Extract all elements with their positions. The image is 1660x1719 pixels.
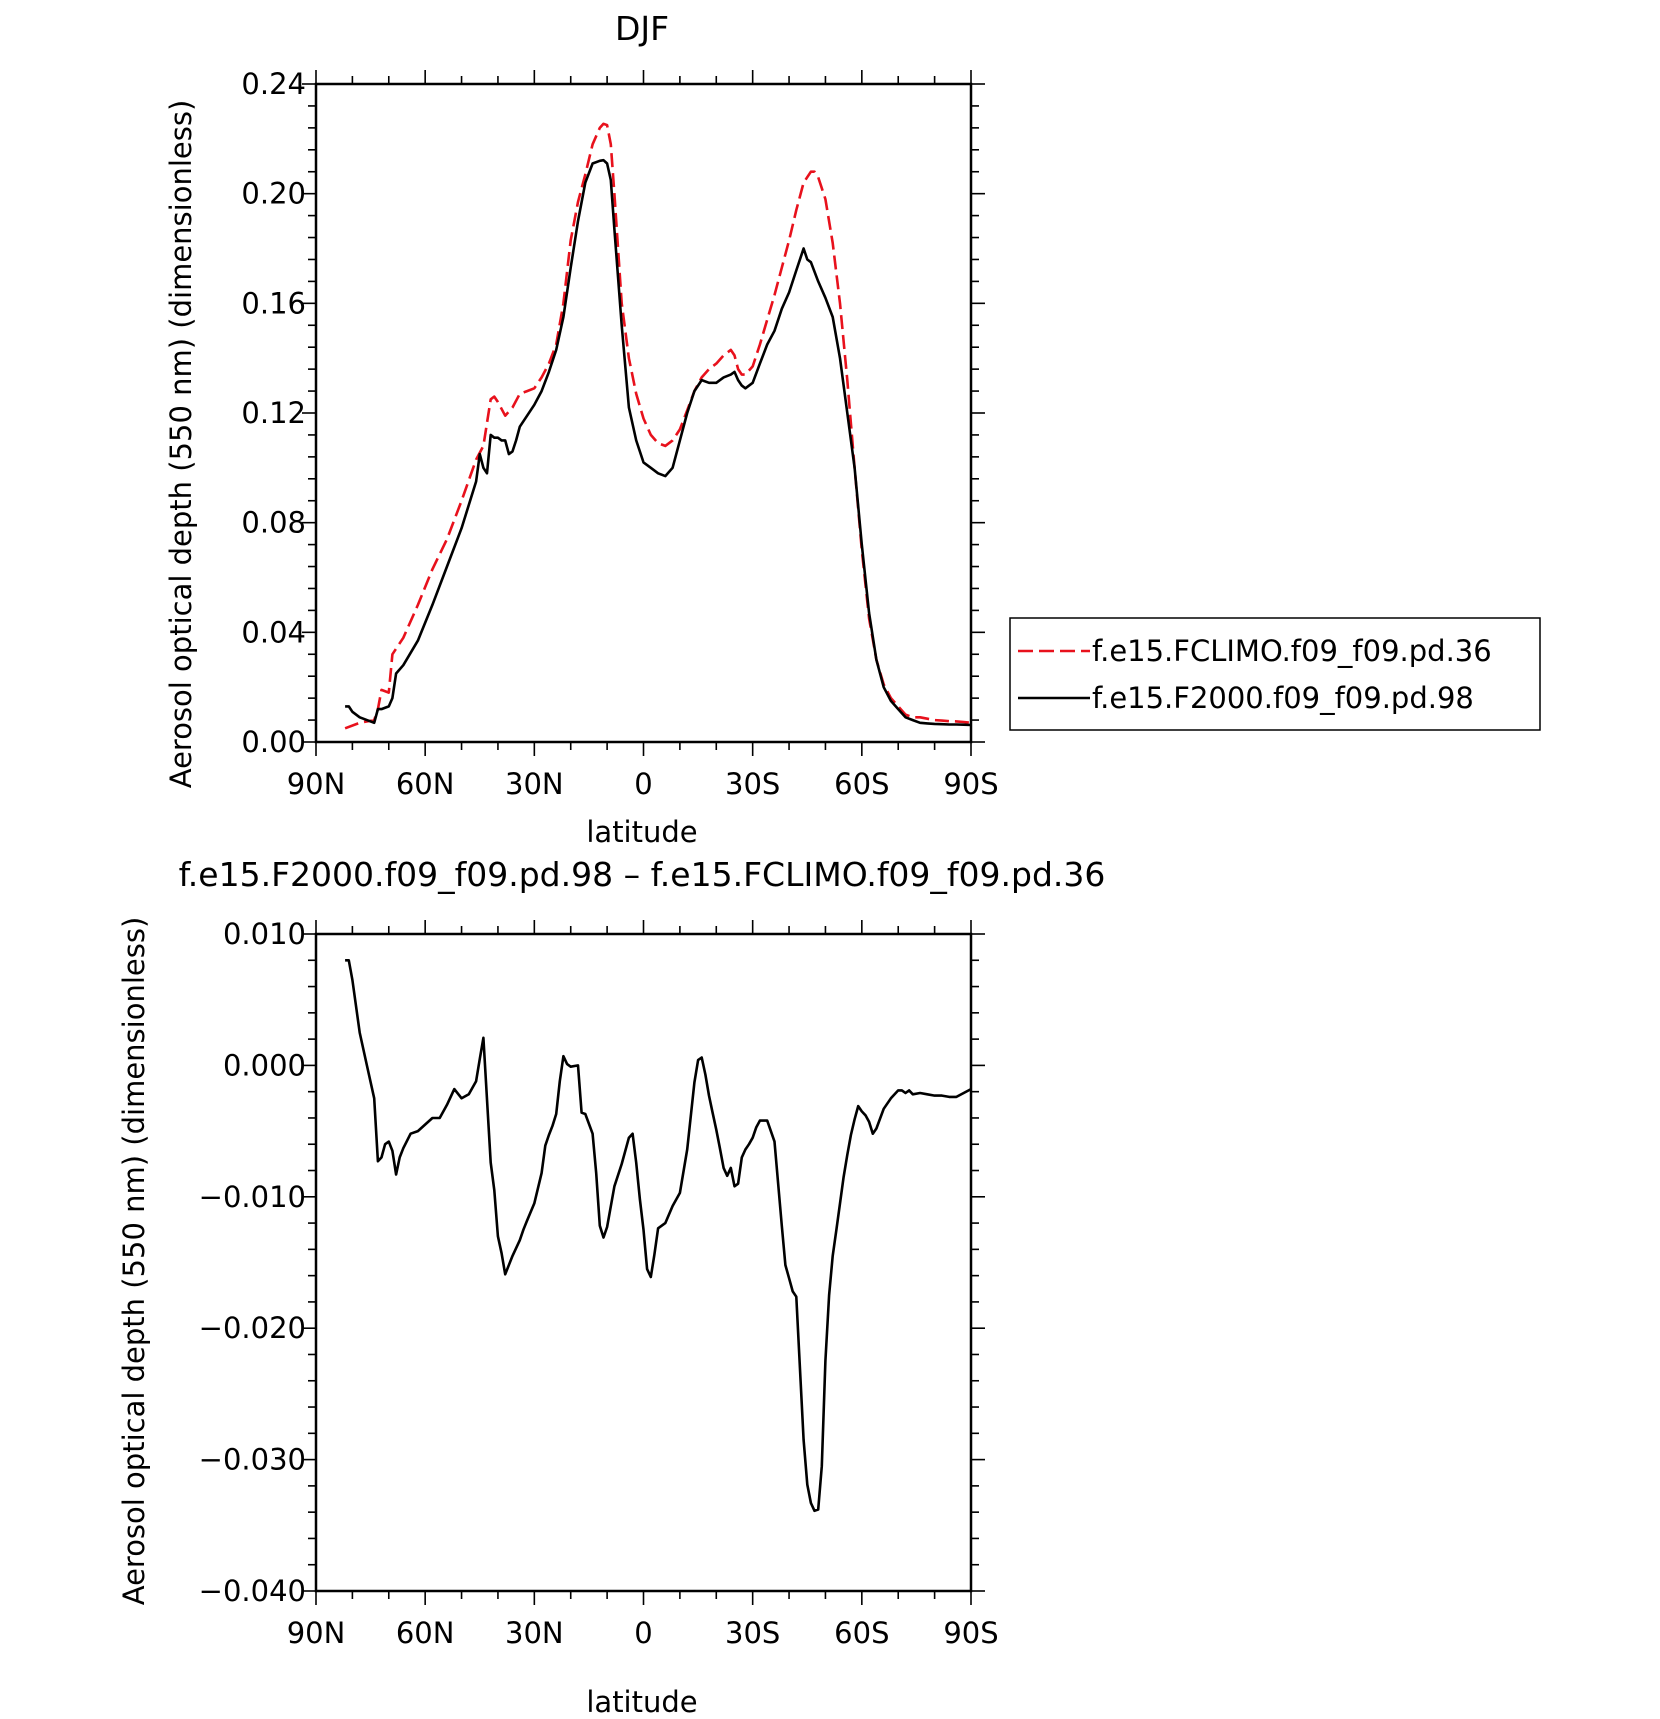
x-tick-label: 60S [834,767,889,801]
y-tick-label: 0.010 [223,917,306,951]
x-tick-label: 30S [725,767,780,801]
y-tick-label: −0.010 [199,1180,306,1214]
y-axis-label: Aerosol optical depth (550 nm) (dimensio… [164,100,198,789]
x-tick-label: 90N [287,767,346,801]
x-axis-label: latitude [586,815,697,849]
series-line-0 [344,122,972,730]
x-tick-label: 0 [634,767,652,801]
x-tick-label: 0 [634,1616,652,1650]
x-tick-label: 30N [505,767,564,801]
y-tick-label: −0.030 [199,1443,306,1477]
legend-label-fclimo: f.e15.FCLIMO.f09_f09.pd.36 [1092,634,1492,668]
x-axis-label: latitude [586,1685,697,1719]
panel-title: DJF [615,9,669,48]
plot-frame [314,932,973,1593]
y-tick-label: 0.20 [241,177,306,211]
y-tick-label: 0.16 [241,286,306,320]
y-tick-label: 0.00 [241,725,306,759]
x-tick-label: 90S [943,767,998,801]
x-tick-label: 30S [725,1616,780,1650]
series-line-0 [345,958,972,1513]
x-tick-label: 60N [396,767,455,801]
y-tick-label: 0.000 [223,1048,306,1082]
y-tick-label: 0.12 [241,396,306,430]
y-tick-label: −0.020 [199,1311,306,1345]
legend-label-f2000: f.e15.F2000.f09_f09.pd.98 [1092,681,1474,715]
x-tick-label: 60S [834,1616,889,1650]
x-tick-label: 60N [396,1616,455,1650]
y-tick-label: 0.04 [241,615,306,649]
panel-difference: f.e15.F2000.f09_f09.pd.98 – f.e15.FCLIMO… [117,855,1105,1719]
panel-title: f.e15.F2000.f09_f09.pd.98 – f.e15.FCLIMO… [179,855,1106,894]
y-tick-label: 0.08 [241,506,306,540]
y-axis-label: Aerosol optical depth (550 nm) (dimensio… [117,917,151,1606]
legend-box [1009,617,1541,731]
x-tick-label: 90S [943,1616,998,1650]
panel-mean-aod: DJF Aerosol optical depth (550 nm) (dime… [164,9,1541,849]
x-tick-label: 30N [505,1616,564,1650]
x-tick-label: 90N [287,1616,346,1650]
y-tick-label: 0.24 [241,67,306,101]
y-tick-label: −0.040 [199,1574,306,1608]
legend: f.e15.FCLIMO.f09_f09.pd.36 f.e15.F2000.f… [1009,617,1541,731]
series-line-1 [345,158,972,727]
